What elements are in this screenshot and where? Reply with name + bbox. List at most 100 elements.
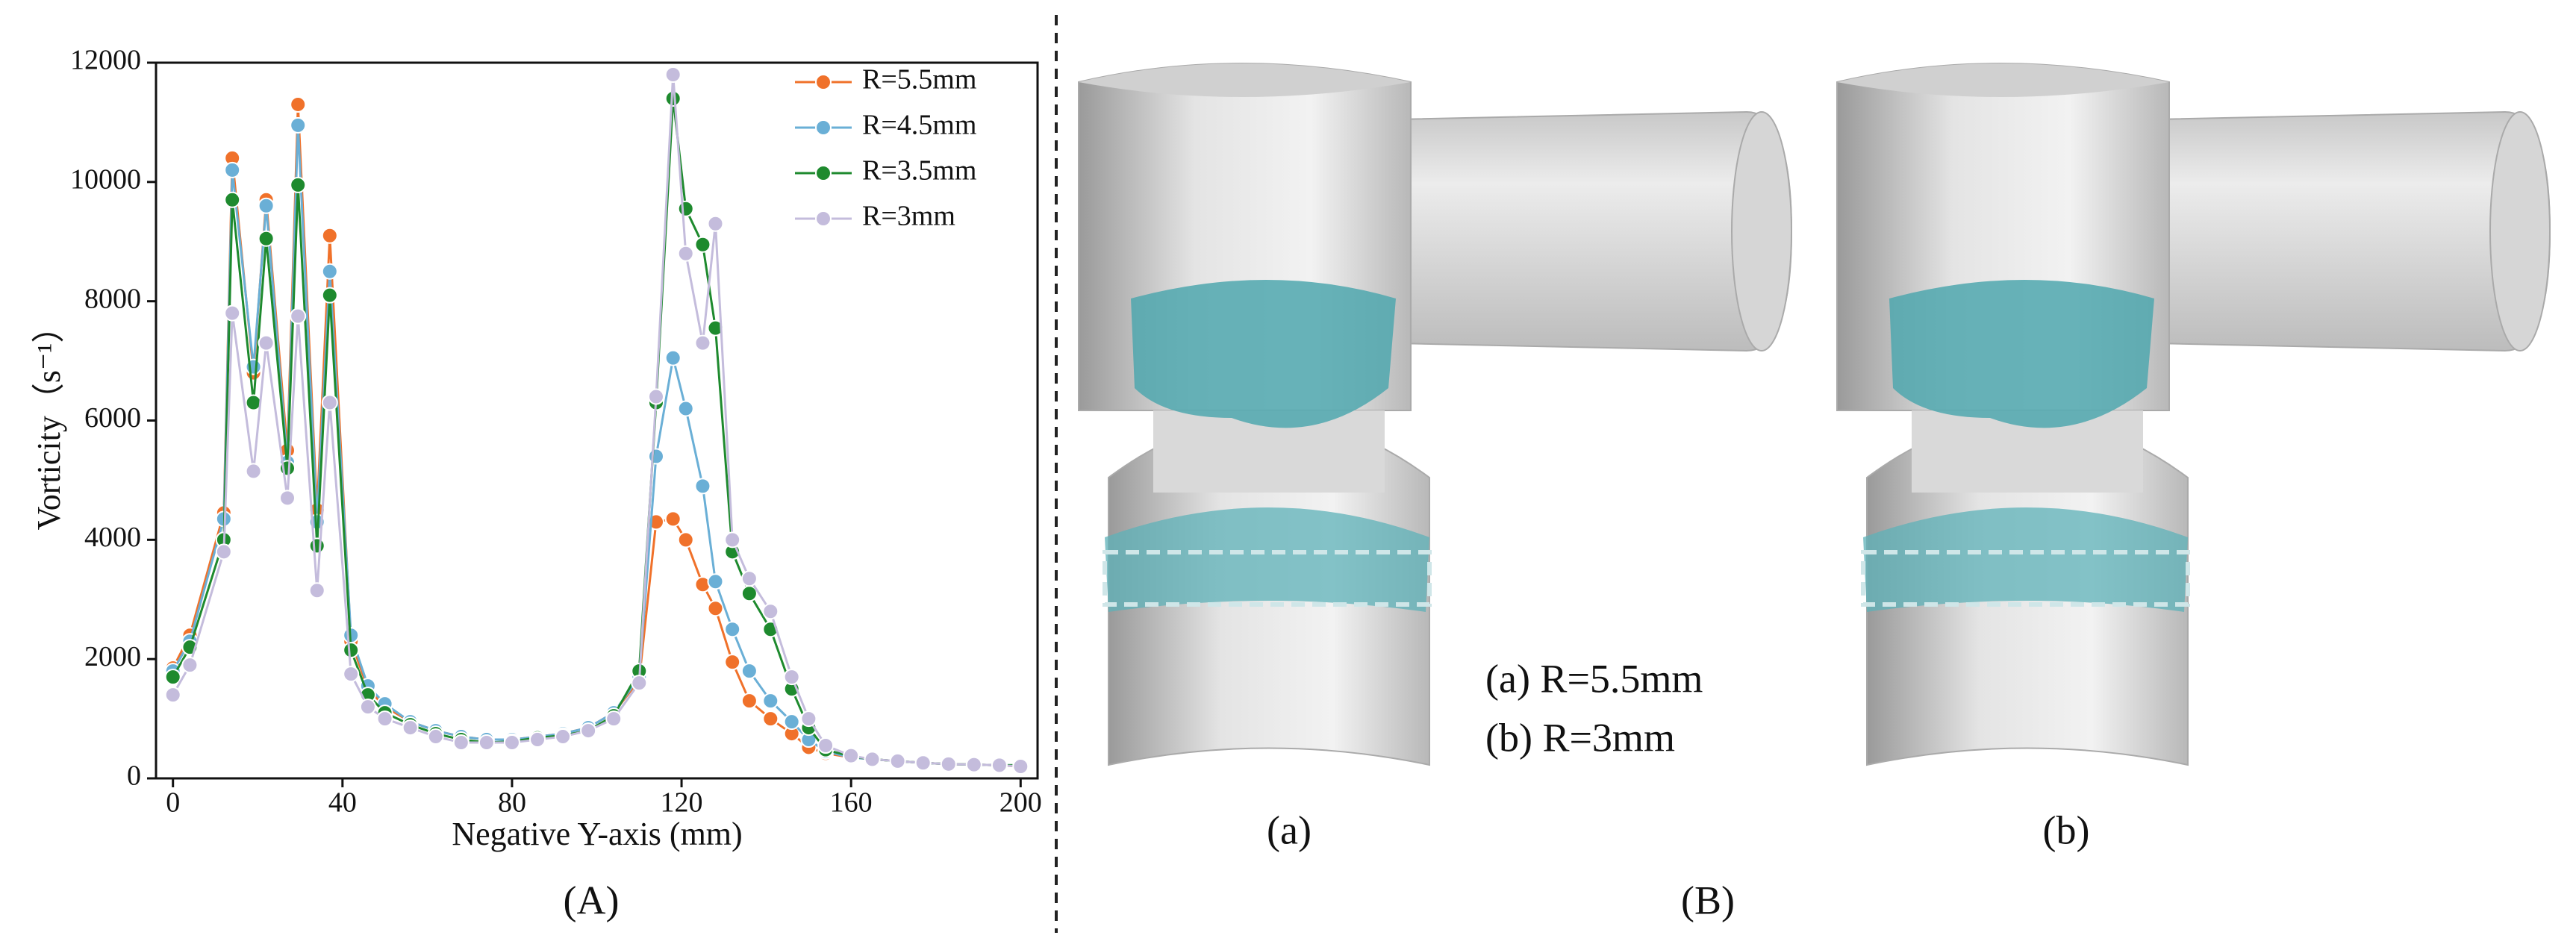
data-point	[724, 621, 741, 638]
data-point	[258, 334, 275, 351]
data-point	[164, 669, 181, 686]
data-point	[452, 734, 470, 751]
data-point	[664, 349, 682, 366]
data-point	[555, 728, 572, 746]
data-point	[991, 757, 1008, 774]
data-point	[258, 230, 275, 247]
data-point	[843, 747, 860, 764]
data-point	[245, 463, 262, 480]
data-point	[164, 687, 181, 704]
data-point	[478, 734, 495, 751]
data-point	[664, 66, 682, 83]
render-label: (a)	[1267, 807, 1312, 852]
x-tick-label: 160	[830, 787, 873, 819]
data-point	[694, 334, 711, 351]
data-point	[580, 722, 597, 740]
data-point	[664, 510, 682, 528]
data-point	[724, 654, 741, 671]
data-point	[1012, 758, 1029, 775]
data-point	[529, 731, 546, 749]
data-point	[258, 197, 275, 214]
data-point	[707, 600, 724, 617]
data-point	[321, 263, 338, 280]
x-tick-label: 40	[328, 787, 357, 819]
x-tick-label: 120	[661, 787, 703, 819]
data-point	[290, 176, 307, 193]
data-point	[677, 200, 694, 217]
data-point	[321, 394, 338, 411]
data-point	[308, 582, 325, 599]
legend-label: R=3mm	[862, 201, 955, 232]
data-point	[321, 287, 338, 304]
data-point	[631, 675, 648, 692]
y-tick-label: 12000	[70, 45, 141, 76]
data-point	[724, 531, 741, 549]
data-point	[762, 603, 779, 620]
data-point	[290, 307, 307, 325]
x-tick-label: 200	[999, 787, 1042, 819]
x-tick-label: 80	[498, 787, 526, 819]
x-tick-label: 0	[166, 787, 180, 819]
data-point	[605, 710, 623, 728]
data-point	[677, 245, 694, 262]
data-point	[914, 754, 932, 772]
data-point	[889, 752, 906, 769]
data-point	[694, 236, 711, 253]
data-point	[290, 96, 307, 113]
model-b	[1837, 63, 2550, 765]
x-axis-title: Negative Y-axis (mm)	[452, 816, 742, 852]
render-legend: (a) R=5.5mm	[1485, 656, 1703, 701]
y-axis-title: Vorticity（s⁻¹）	[31, 310, 67, 531]
legend-label: R=4.5mm	[862, 110, 976, 141]
data-point	[783, 713, 800, 731]
data-point	[647, 448, 664, 465]
y-tick-label: 2000	[84, 641, 141, 672]
data-point	[402, 719, 419, 737]
data-point	[308, 537, 325, 554]
legend-marker	[815, 119, 832, 136]
data-point	[707, 215, 724, 232]
data-point	[762, 710, 779, 728]
legend-marker	[815, 210, 832, 227]
panel-caption: (B)	[1681, 878, 1735, 922]
legend-label: R=3.5mm	[862, 155, 976, 187]
data-point	[359, 699, 376, 716]
data-point	[224, 161, 241, 178]
data-point	[290, 116, 307, 134]
data-point	[707, 319, 724, 337]
data-point	[762, 693, 779, 710]
data-point	[181, 657, 199, 674]
data-point	[800, 710, 817, 728]
data-point	[677, 531, 694, 549]
data-point	[279, 490, 296, 507]
data-point	[740, 570, 758, 587]
y-tick-label: 4000	[84, 522, 141, 553]
data-point	[783, 669, 800, 686]
data-point	[224, 304, 241, 322]
data-point	[224, 191, 241, 208]
series-line	[172, 98, 1021, 766]
legend-marker	[815, 165, 832, 181]
data-point	[376, 710, 393, 728]
data-point	[503, 734, 520, 751]
legend-label: R=5.5mm	[862, 64, 976, 96]
render-label: (b)	[2043, 807, 2090, 852]
data-point	[864, 751, 881, 768]
data-point	[321, 227, 338, 244]
data-point	[965, 756, 982, 773]
data-point	[343, 642, 360, 659]
data-point	[215, 543, 232, 560]
data-point	[677, 400, 694, 417]
y-tick-label: 0	[127, 760, 141, 792]
y-tick-label: 8000	[84, 283, 141, 314]
data-point	[740, 693, 758, 710]
panel-caption: (A)	[564, 878, 620, 922]
data-point	[817, 737, 835, 754]
data-point	[707, 573, 724, 590]
data-point	[740, 663, 758, 680]
render-legend: (b) R=3mm	[1485, 715, 1675, 760]
data-point	[343, 666, 360, 683]
y-tick-label: 6000	[84, 402, 141, 434]
